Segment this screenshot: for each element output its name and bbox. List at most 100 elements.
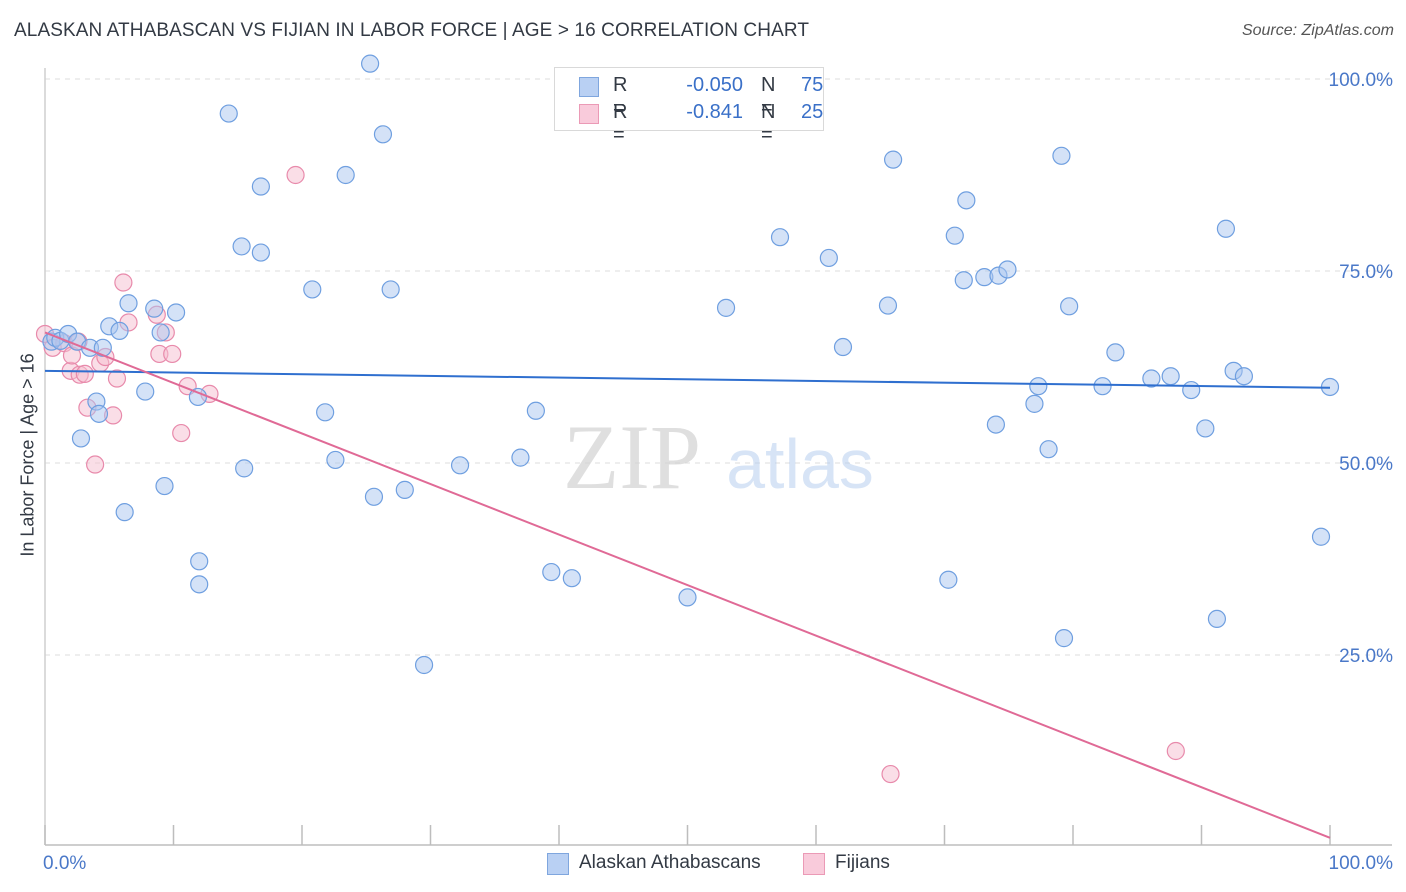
athabascan-point xyxy=(166,303,186,322)
athabascan-point xyxy=(526,401,545,420)
athabascan-point xyxy=(190,552,209,571)
athabascan-point xyxy=(93,338,112,357)
athabascan-point xyxy=(373,125,393,144)
athabascan-point xyxy=(1093,377,1112,396)
athabascan-point xyxy=(883,150,903,169)
athabascan-point xyxy=(1216,219,1236,238)
y-tick-label: 100.0% xyxy=(1329,70,1394,91)
x-tick-label: 100.0% xyxy=(1329,853,1394,874)
legend-label: Fijians xyxy=(835,852,890,873)
r-value: -0.050 xyxy=(686,74,743,96)
r-label: R = xyxy=(613,74,628,119)
legend-swatch-blue xyxy=(579,77,599,97)
legend-swatch-pink xyxy=(803,853,825,875)
alaskan-athabascan-points xyxy=(42,54,1340,675)
correlation-legend: R = -0.050 N = 75 R = -0.841 N = 25 xyxy=(554,67,824,146)
athabascan-point xyxy=(235,459,254,478)
athabascan-point xyxy=(1234,367,1254,386)
athabascan-point xyxy=(1060,297,1079,316)
athabascan-point xyxy=(1025,394,1044,413)
fijian-point xyxy=(286,165,305,185)
athabascan-point xyxy=(819,248,838,268)
athabascan-point xyxy=(136,382,155,401)
y-tick-label: 75.0% xyxy=(1339,262,1393,283)
athabascan-point xyxy=(939,570,958,589)
athabascan-point xyxy=(151,323,170,342)
athabascan-point xyxy=(450,456,470,475)
trend-lines xyxy=(44,331,1331,839)
athabascan-point xyxy=(326,450,345,470)
watermark-atlas: atlas xyxy=(726,425,874,503)
athabascan-point xyxy=(115,503,134,522)
legend-swatch-pink xyxy=(579,104,599,124)
chart-title: ALASKAN ATHABASCAN VS FIJIAN IN LABOR FO… xyxy=(14,20,810,41)
athabascan-point xyxy=(232,237,251,256)
athabascan-point xyxy=(1182,380,1201,400)
legend-swatch-blue xyxy=(547,853,569,875)
athabascan-point xyxy=(361,54,380,73)
athabascan-point xyxy=(145,299,164,318)
fijian-point xyxy=(107,369,127,388)
n-value: 25 xyxy=(801,101,824,123)
athabascan-point xyxy=(336,165,355,185)
legend-label: Alaskan Athabascans xyxy=(579,852,761,873)
athabascan-point xyxy=(119,294,138,313)
fijian-point xyxy=(172,423,191,443)
athabascan-point xyxy=(957,191,976,210)
athabascan-point xyxy=(71,429,91,448)
tick-labels: 25.0% 50.0% 75.0% 100.0% 0.0% 100.0% xyxy=(43,70,1393,874)
n-label: N = xyxy=(761,74,776,119)
athabascan-point xyxy=(414,655,434,675)
fijian-point xyxy=(163,344,182,364)
athabascan-point xyxy=(364,487,384,506)
athabascan-point xyxy=(1029,377,1048,396)
athabascan-point xyxy=(316,403,335,422)
watermark-zip: ZIP xyxy=(563,406,701,508)
athabascan-point xyxy=(1052,146,1071,165)
athabascan-point xyxy=(251,243,270,262)
athabascan-point xyxy=(678,588,697,607)
n-value: 75 xyxy=(801,74,824,96)
athabascan-trend-line xyxy=(44,369,1331,389)
athabascan-point xyxy=(1161,367,1180,386)
athabascan-point xyxy=(1054,629,1074,648)
y-tick-label: 50.0% xyxy=(1339,454,1393,475)
athabascan-point xyxy=(1106,343,1125,362)
athabascan-point xyxy=(381,280,400,299)
athabascan-point xyxy=(110,321,129,341)
axes xyxy=(44,68,1392,846)
n-label: N = xyxy=(761,101,776,146)
athabascan-point xyxy=(1196,419,1215,438)
r-label: R = xyxy=(613,101,628,146)
athabascan-point xyxy=(1207,609,1227,629)
fijian-trend-line xyxy=(44,331,1331,839)
athabascan-point xyxy=(542,562,561,582)
athabascan-point xyxy=(251,177,270,196)
source-label: Source: ZipAtlas.com xyxy=(1241,22,1394,39)
athabascan-point xyxy=(1142,369,1161,388)
x-tick-label: 0.0% xyxy=(43,853,86,874)
athabascan-point xyxy=(954,271,973,290)
athabascan-point xyxy=(998,260,1017,279)
athabascan-point xyxy=(395,480,414,499)
fijian-point xyxy=(75,364,94,384)
athabascan-point xyxy=(716,298,736,317)
athabascan-point xyxy=(511,448,530,467)
fijian-point xyxy=(114,273,133,292)
gridlines xyxy=(45,78,1392,656)
athabascan-point xyxy=(1311,527,1331,546)
y-tick-label: 25.0% xyxy=(1339,646,1393,667)
athabascan-point xyxy=(986,415,1006,434)
athabascan-point xyxy=(89,404,109,423)
fijian-point xyxy=(1166,741,1185,761)
athabascan-point xyxy=(878,296,898,315)
athabascan-point xyxy=(1039,440,1058,459)
fijian-point xyxy=(86,455,105,474)
fijian-point xyxy=(881,764,900,784)
athabascan-point xyxy=(833,337,853,357)
athabascan-point xyxy=(303,280,322,299)
athabascan-point xyxy=(562,569,581,588)
athabascan-point xyxy=(190,575,209,594)
athabascan-point xyxy=(770,228,790,247)
